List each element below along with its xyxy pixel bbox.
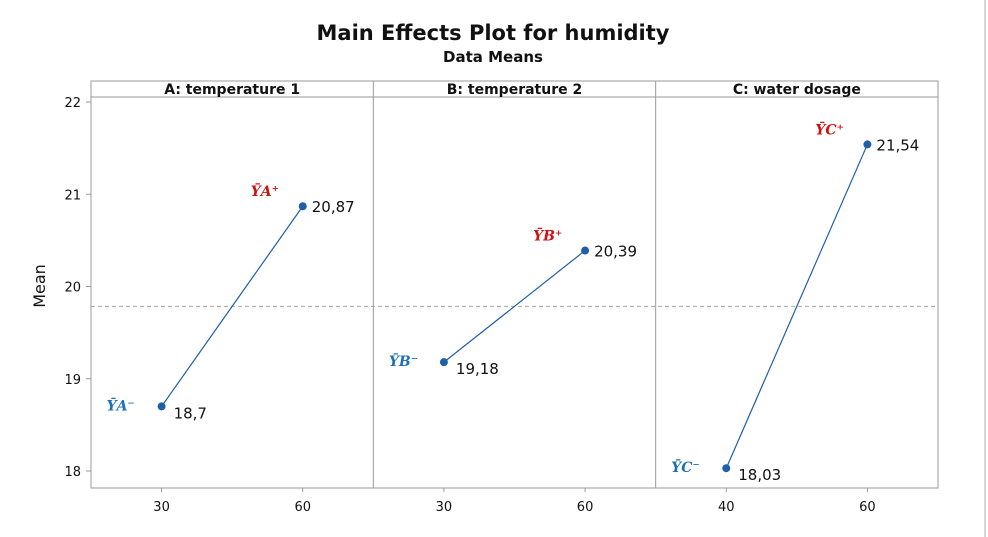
effect-line — [725, 144, 868, 469]
x-tick-label: 30 — [436, 500, 453, 515]
plot-area: 18 19 20 21 22 A: temperature 1 30 60 18,7 20,87 Ȳ… — [64, 80, 939, 515]
x-tick-label: 60 — [577, 500, 594, 515]
y-tick-label: 19 — [64, 373, 81, 388]
y-tick-label: 22 — [64, 96, 81, 111]
mean-annotation-high: ȲA⁺ — [251, 181, 279, 200]
data-value-label: 18,7 — [174, 404, 207, 422]
y-tick-label: 18 — [64, 465, 81, 480]
effect-line — [161, 205, 304, 407]
data-value-label: 20,87 — [312, 198, 355, 216]
effect-line — [443, 250, 586, 363]
panel-1: A: temperature 1 30 60 18,7 20,87 ȲA⁻ ȲA⁺ — [91, 82, 374, 515]
data-point — [722, 464, 731, 473]
chart-title: Main Effects Plot for humidity — [317, 21, 670, 45]
x-tick-label: 60 — [859, 500, 876, 515]
x-tick-label: 60 — [294, 500, 311, 515]
panel-strip-label: C: water dosage — [733, 82, 861, 98]
x-tick-label: 30 — [153, 500, 170, 515]
data-point — [581, 246, 590, 255]
panel-strip-label: B: temperature 2 — [447, 82, 582, 98]
data-point — [439, 358, 448, 367]
mean-annotation-low: ȲC⁻ — [671, 457, 700, 476]
mean-annotation-low: ȲB⁻ — [389, 351, 418, 370]
data-value-label: 18,03 — [738, 466, 781, 484]
data-point — [298, 202, 307, 211]
data-value-label: 21,54 — [876, 136, 919, 154]
y-tick-label: 21 — [64, 188, 81, 203]
mean-annotation-high: ȲC⁺ — [815, 119, 844, 138]
panel-3: C: water dosage 40 60 18,03 21,54 ȲC⁻ ȲC⁺ — [655, 81, 938, 515]
plot-frame — [90, 80, 939, 489]
mean-annotation-high: ȲB⁺ — [533, 226, 562, 245]
y-tick-label: 20 — [64, 281, 81, 296]
data-point — [863, 140, 872, 149]
data-value-label: 20,39 — [594, 243, 637, 261]
data-point — [157, 402, 166, 411]
chart-subtitle: Data Means — [443, 48, 543, 66]
panel-2: B: temperature 2 30 60 19,18 20,39 ȲB⁻ ȲB⁺ — [372, 81, 656, 515]
x-tick-label: 40 — [718, 500, 735, 515]
data-value-label: 19,18 — [456, 360, 499, 378]
panel-strip-label: A: temperature 1 — [164, 82, 300, 98]
y-axis-label: Mean — [30, 264, 49, 308]
mean-annotation-low: ȲA⁻ — [107, 395, 135, 414]
